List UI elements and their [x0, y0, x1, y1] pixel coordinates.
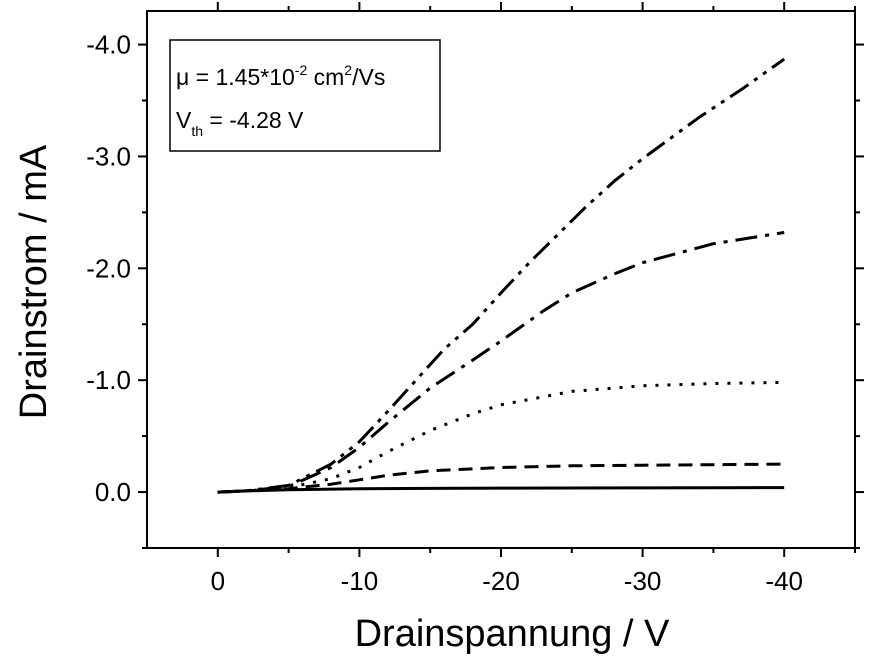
x-tick-label: -10: [341, 566, 379, 596]
series-line-3: [217, 380, 785, 494]
tick-labels: 0 -10 -20 -30 -40 0.0 -1.0 -2.0 -3.0 -4.0: [86, 30, 803, 596]
axis-ticks: [138, 2, 864, 557]
series-line-4: [217, 231, 785, 494]
threshold-label: Vth = -4.28 V: [176, 107, 304, 139]
threshold-value: = -4.28 V: [203, 107, 304, 133]
threshold-subscript: th: [191, 123, 203, 139]
mobility-unit: cm: [307, 64, 344, 90]
y-tick-label: -1.0: [86, 365, 131, 395]
y-tick-label: -3.0: [86, 141, 131, 171]
series-line-1: [217, 486, 785, 494]
annotation-box: μ = 1.45*10-2 cm2/Vs Vth = -4.28 V: [169, 39, 441, 152]
mobility-symbol: μ: [176, 64, 189, 90]
y-tick-label: -4.0: [86, 30, 131, 60]
y-axis-title: Drainstrom / mA: [13, 144, 55, 419]
mobility-label: μ = 1.45*10-2 cm2/Vs: [176, 62, 385, 90]
x-tick-label: -30: [624, 566, 662, 596]
threshold-symbol: V: [176, 107, 192, 133]
x-tick-label: 0: [211, 566, 225, 596]
x-tick-label: -40: [765, 566, 803, 596]
mobility-unit-suffix: /Vs: [352, 64, 385, 90]
x-axis-title: Drainspannung / V: [355, 613, 670, 655]
mobility-value: = 1.45*10: [189, 64, 295, 90]
annotation-frame: [169, 39, 441, 152]
series-group: [217, 57, 786, 494]
series-line-5: [217, 57, 786, 494]
y-tick-label: -2.0: [86, 253, 131, 283]
mobility-unit-exponent: 2: [344, 62, 352, 78]
mobility-exponent: -2: [295, 62, 308, 78]
x-tick-label: -20: [482, 566, 520, 596]
y-tick-label: 0.0: [95, 477, 131, 507]
